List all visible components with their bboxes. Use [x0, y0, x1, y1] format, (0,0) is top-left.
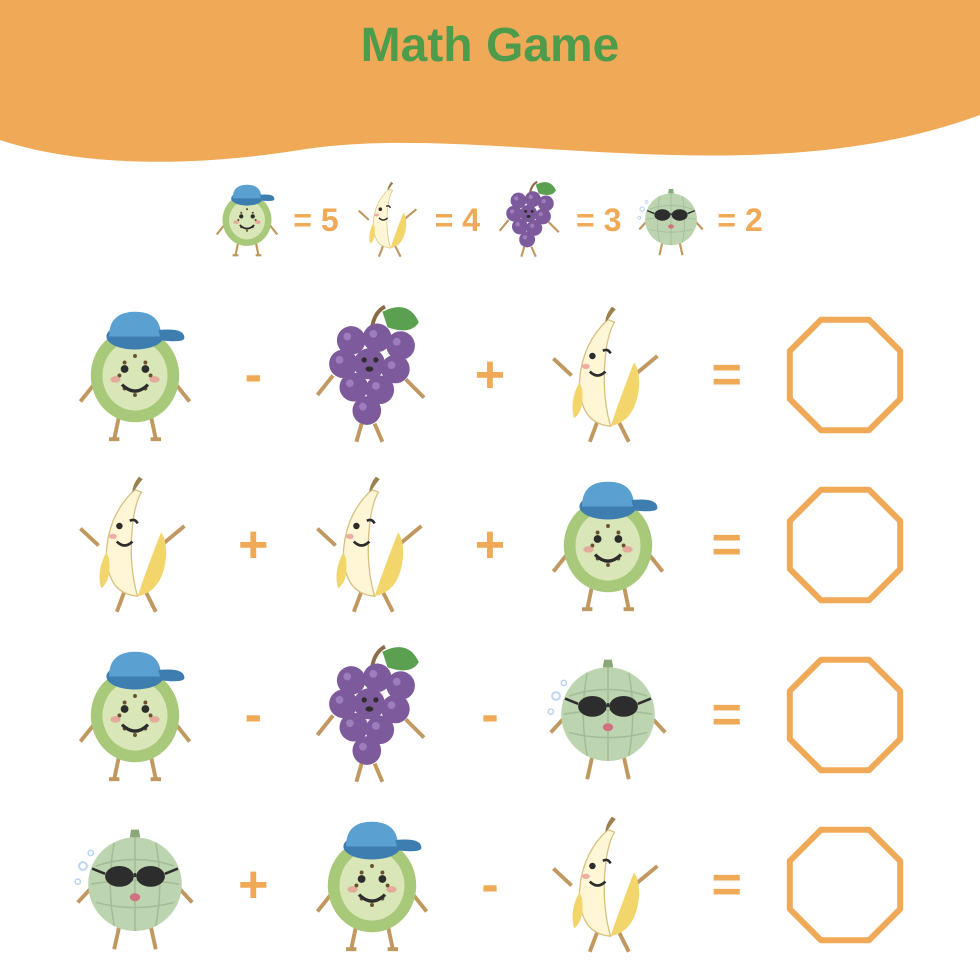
- row0-answer[interactable]: [780, 310, 910, 440]
- legend-value-2: = 3: [574, 202, 627, 239]
- row1-equals: =: [702, 515, 752, 575]
- row0-equals: =: [702, 345, 752, 405]
- row2-fruit-c: [543, 640, 673, 790]
- row2-fruit-a: [70, 640, 200, 790]
- equation-row-1: + + =: [70, 460, 910, 630]
- row0-fruit-c: [543, 300, 673, 450]
- row3-fruit-a: [70, 810, 200, 960]
- row3-op1: +: [228, 855, 278, 915]
- legend-value-0: = 5: [291, 202, 344, 239]
- row1-fruit-a: [70, 470, 200, 620]
- row0-fruit-b: [307, 300, 437, 450]
- page-subtitle: Can you give the correct answer?: [0, 76, 980, 108]
- row2-fruit-b: [307, 640, 437, 790]
- row0-op2: +: [465, 345, 515, 405]
- row1-fruit-b: [307, 470, 437, 620]
- row0-fruit-a: [70, 300, 200, 450]
- row3-fruit-c: [543, 810, 673, 960]
- row3-fruit-b: [307, 810, 437, 960]
- row1-answer[interactable]: [780, 480, 910, 610]
- row1-op2: +: [465, 515, 515, 575]
- row1-op1: +: [228, 515, 278, 575]
- legend-value-1: = 4: [433, 202, 486, 239]
- row2-op2: -: [465, 685, 515, 745]
- equation-row-2: - - =: [70, 630, 910, 800]
- page-title: Math Game: [0, 18, 980, 73]
- row2-op1: -: [228, 685, 278, 745]
- row3-equals: =: [702, 855, 752, 915]
- legend-fruit-1: [353, 180, 425, 260]
- row2-answer[interactable]: [780, 650, 910, 780]
- legend-fruit-2: [494, 180, 566, 260]
- equation-rows: - + = +: [70, 290, 910, 970]
- legend-fruit-0: [211, 180, 283, 260]
- legend-row: = 5 = 4 = 3 = 2: [0, 180, 980, 260]
- row3-answer[interactable]: [780, 820, 910, 950]
- equation-row-0: - + =: [70, 290, 910, 460]
- legend-value-3: = 2: [715, 202, 768, 239]
- row0-op1: -: [228, 345, 278, 405]
- row2-equals: =: [702, 685, 752, 745]
- row3-op2: -: [465, 855, 515, 915]
- row1-fruit-c: [543, 470, 673, 620]
- legend-fruit-3: [635, 180, 707, 260]
- equation-row-3: + - =: [70, 800, 910, 970]
